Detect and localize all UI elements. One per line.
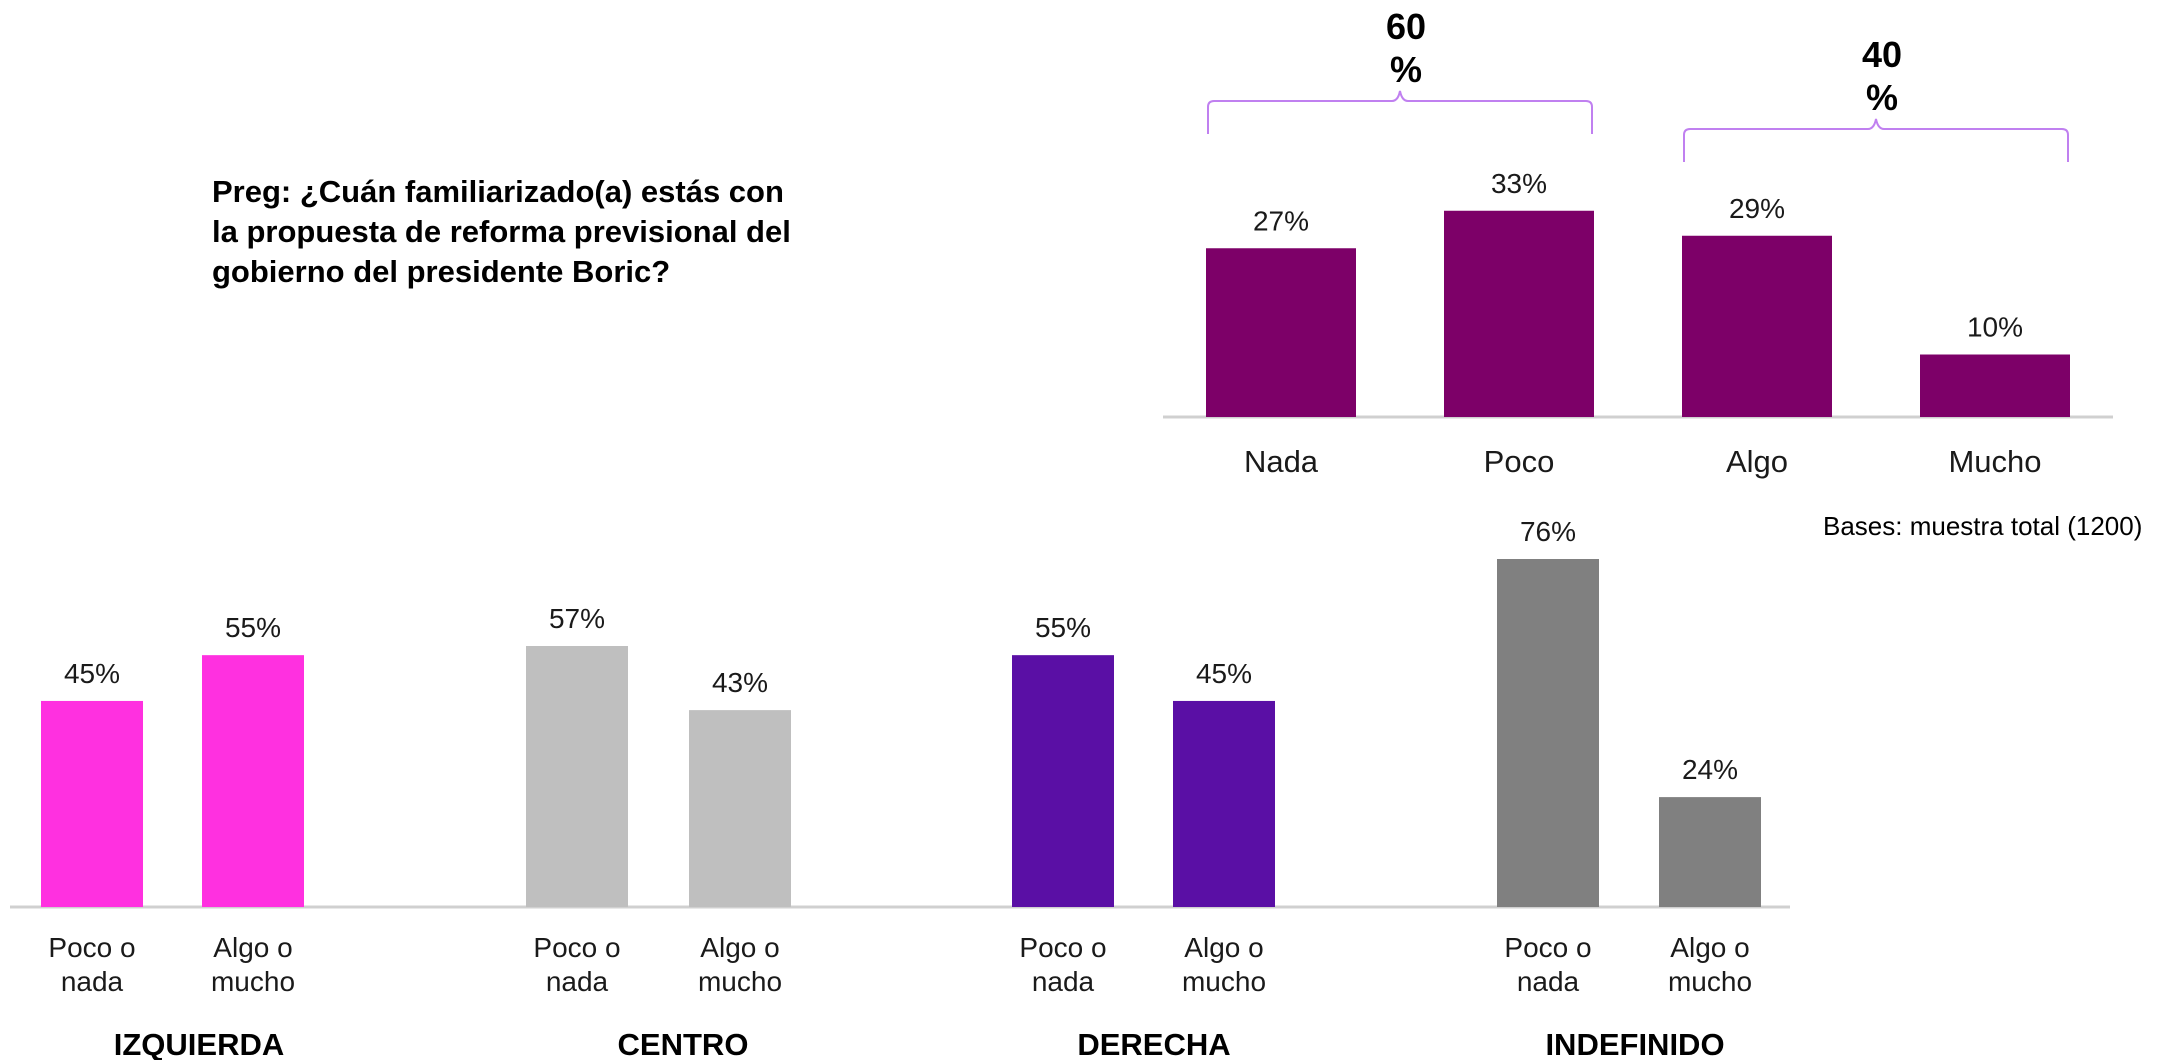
value-label: 29% — [1729, 193, 1785, 224]
bracket-total-unit: % — [1866, 77, 1898, 118]
bar-izquierda-algo-o-mucho — [202, 655, 304, 907]
category-label-line2: nada — [61, 966, 124, 997]
category-label-line1: Poco o — [1504, 932, 1591, 963]
bar-indefinido-poco-o-nada — [1497, 559, 1599, 907]
bar-centro-poco-o-nada — [526, 646, 628, 907]
category-label-line2: nada — [1517, 966, 1580, 997]
group-label-indefinido: INDEFINIDO — [1545, 1027, 1724, 1060]
category-label-line2: mucho — [1182, 966, 1266, 997]
category-label-line2: nada — [546, 966, 609, 997]
value-label: 45% — [64, 658, 120, 689]
category-label: Poco — [1484, 444, 1555, 479]
category-label-line1: Algo o — [213, 932, 292, 963]
value-label: 24% — [1682, 754, 1738, 785]
bar-mucho — [1920, 354, 2070, 417]
value-label: 45% — [1196, 658, 1252, 689]
category-label-line2: mucho — [698, 966, 782, 997]
category-label-line2: mucho — [211, 966, 295, 997]
bar-centro-algo-o-mucho — [689, 710, 791, 907]
value-label: 43% — [712, 667, 768, 698]
category-label-line2: mucho — [1668, 966, 1752, 997]
bar-derecha-algo-o-mucho — [1173, 700, 1275, 907]
bracket-total-unit: % — [1390, 49, 1422, 90]
value-label: 27% — [1253, 205, 1309, 236]
group-label-derecha: DERECHA — [1077, 1027, 1230, 1060]
bar-derecha-poco-o-nada — [1012, 655, 1114, 907]
category-label-line1: Algo o — [1670, 932, 1749, 963]
value-label: 55% — [225, 612, 281, 643]
bracket-60 — [1207, 90, 1593, 134]
bar-izquierda-poco-o-nada — [41, 700, 143, 907]
category-label-line1: Algo o — [700, 932, 779, 963]
group-label-centro: CENTRO — [618, 1027, 749, 1060]
value-label: 76% — [1520, 516, 1576, 547]
category-label-line1: Poco o — [1019, 932, 1106, 963]
bar-indefinido-algo-o-mucho — [1659, 797, 1761, 907]
bracket-total-label: 40 — [1862, 34, 1902, 75]
value-label: 10% — [1967, 312, 2023, 343]
value-label: 57% — [549, 603, 605, 634]
bracket-40 — [1683, 118, 2069, 162]
value-label: 55% — [1035, 612, 1091, 643]
bar-poco — [1444, 210, 1594, 417]
question-text: Preg: ¿Cuán familiarizado(a) estás con l… — [212, 174, 791, 289]
bar-algo — [1682, 235, 1832, 417]
category-label-line1: Algo o — [1184, 932, 1263, 963]
group-label-izquierda: IZQUIERDA — [114, 1027, 285, 1060]
category-label: Nada — [1244, 444, 1319, 479]
category-label-line1: Poco o — [48, 932, 135, 963]
value-label: 33% — [1491, 168, 1547, 199]
category-label: Algo — [1726, 444, 1788, 479]
bar-nada — [1206, 248, 1356, 417]
base-note: Bases: muestra total (1200) — [1823, 511, 2143, 541]
category-label-line1: Poco o — [533, 932, 620, 963]
category-label: Mucho — [1948, 444, 2041, 479]
category-label-line2: nada — [1032, 966, 1095, 997]
bracket-total-label: 60 — [1386, 6, 1426, 47]
